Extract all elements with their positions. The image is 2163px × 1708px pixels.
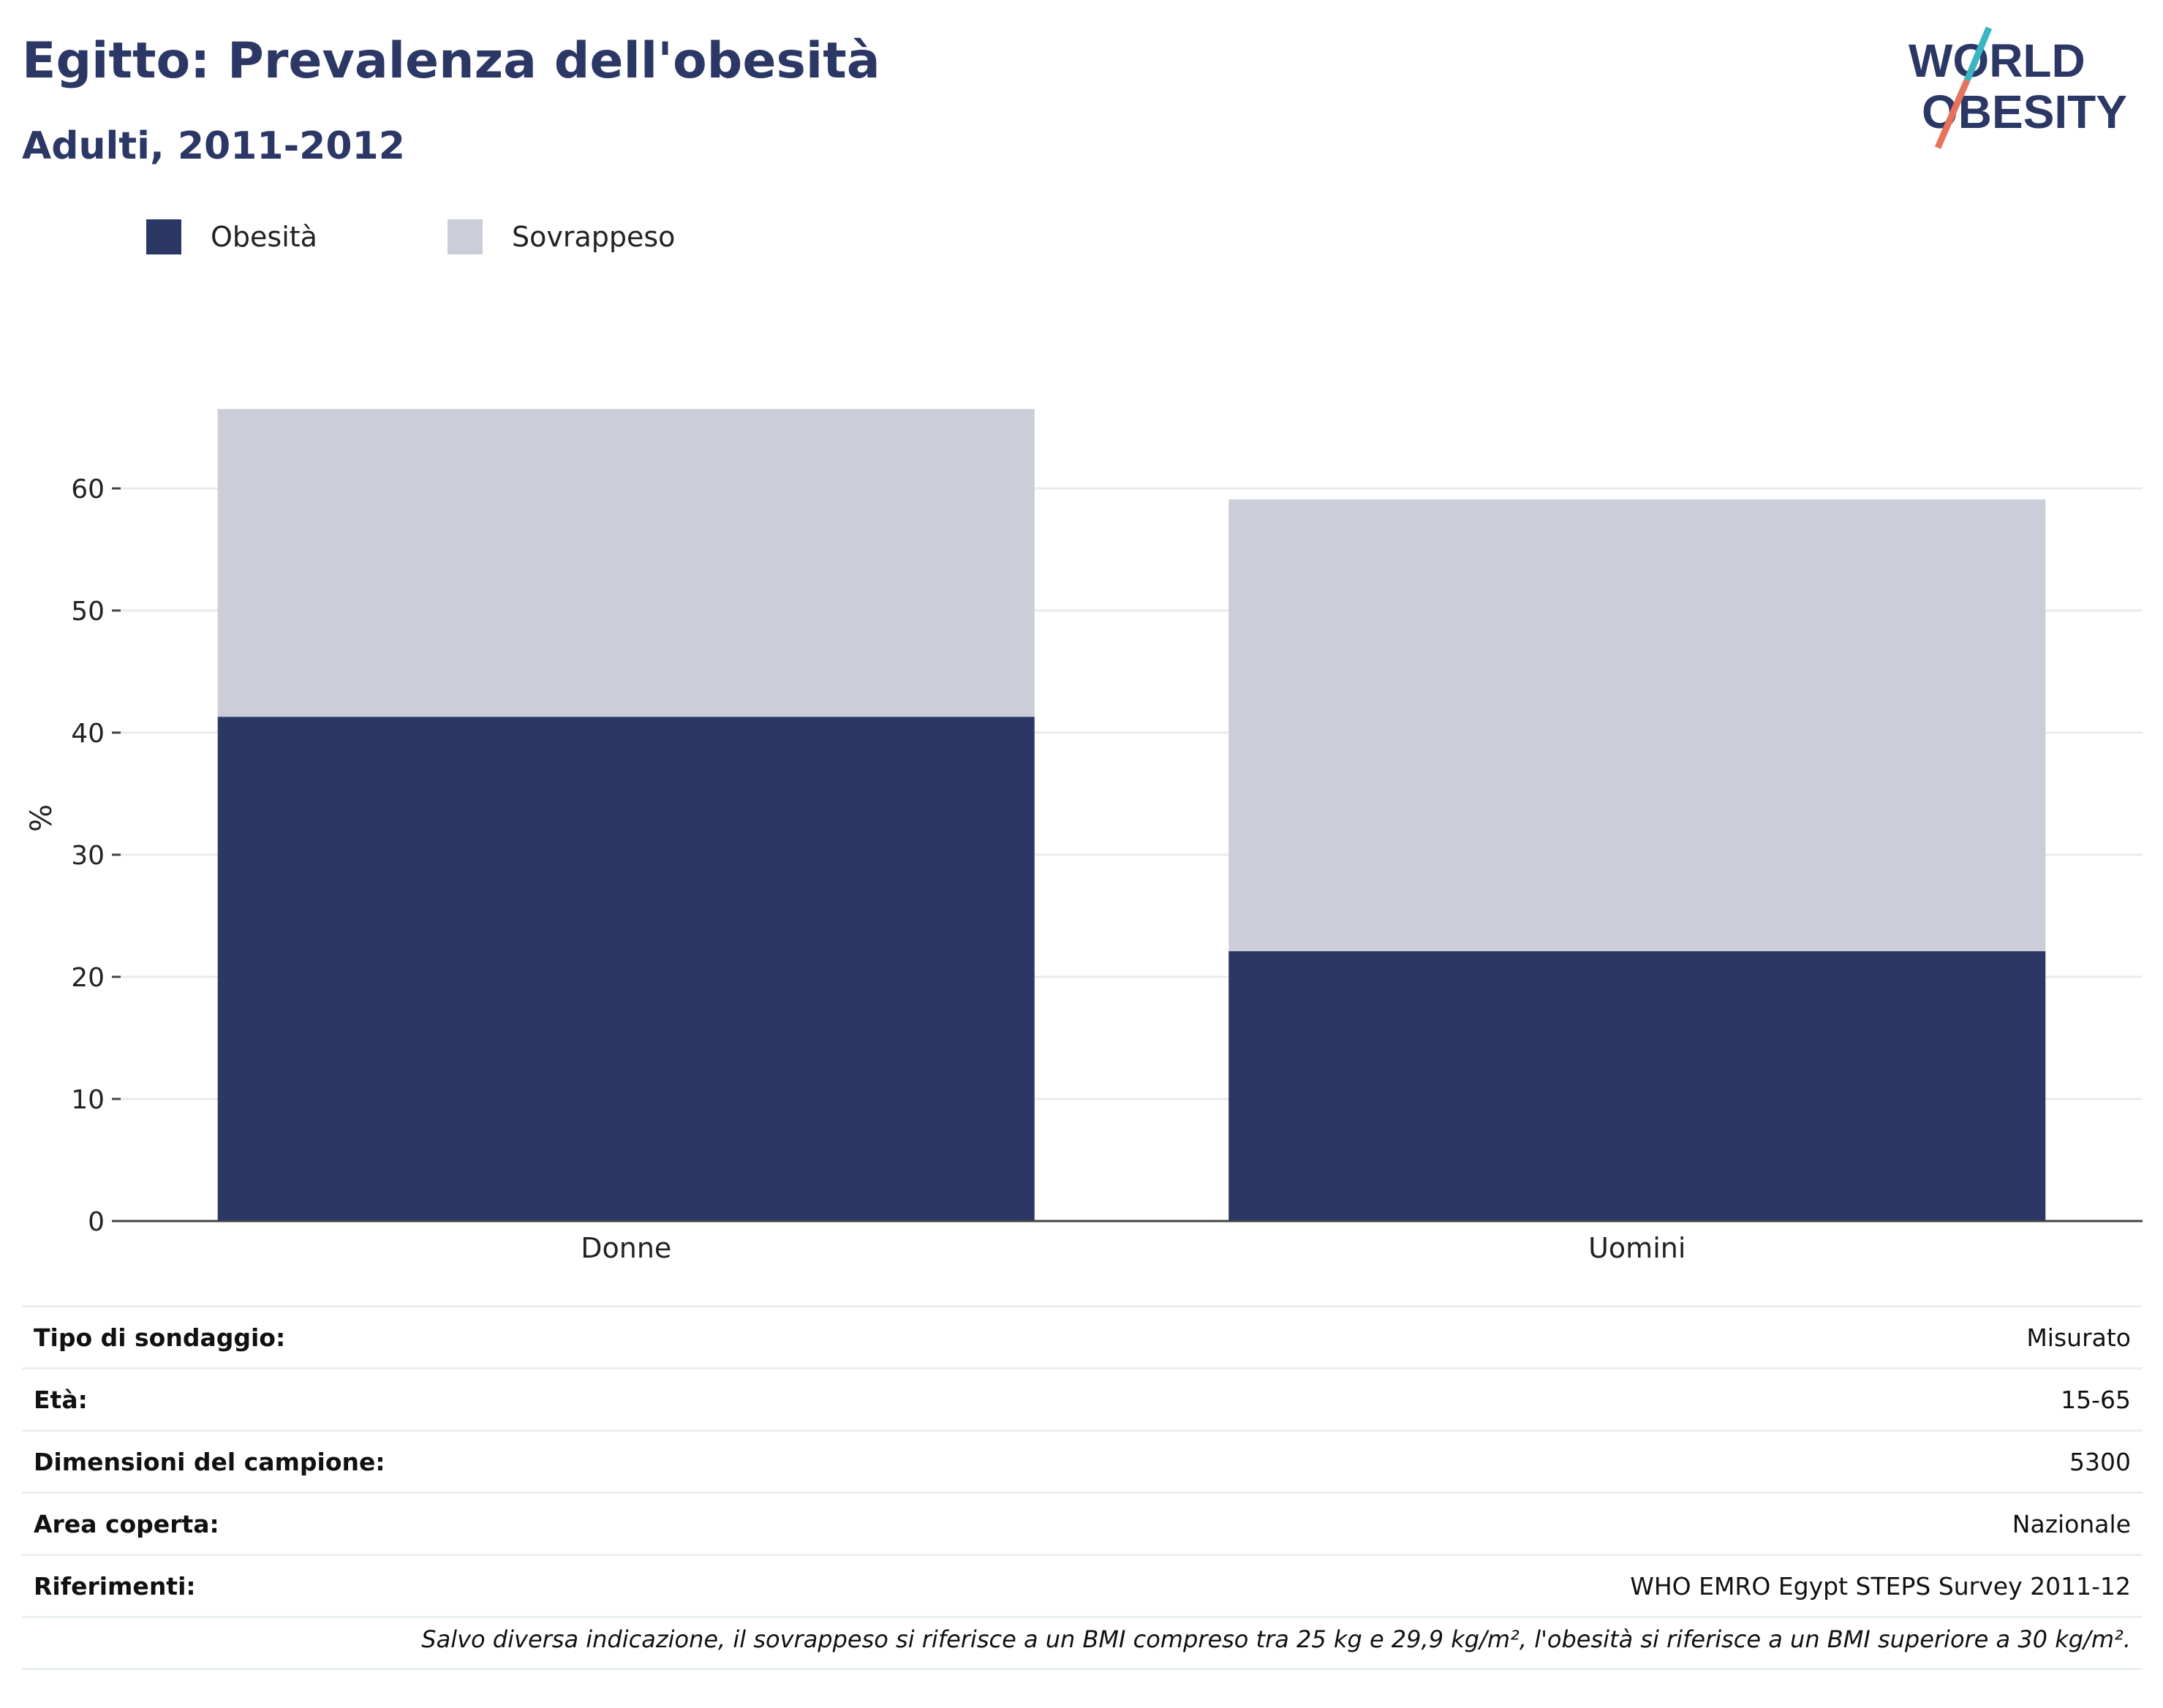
bmi-footnote: Salvo diversa indicazione, il sovrappeso…: [22, 1609, 2143, 1670]
info-value: 15-65: [906, 1367, 2143, 1431]
y-tick-label: 50: [71, 597, 105, 627]
info-row-age: Età: 15-65: [22, 1367, 2143, 1431]
x-tick-label: Donne: [581, 1232, 671, 1264]
y-tick-label: 40: [71, 719, 105, 749]
y-tick-label: 20: [71, 963, 105, 993]
legend-item-sovrappeso[interactable]: Sovrappeso: [448, 216, 675, 257]
info-value[interactable]: WHO EMRO Egypt STEPS Survey 2011-12: [906, 1554, 2143, 1618]
chart-title: Egitto: Prevalenza dell'obesità: [22, 32, 880, 90]
legend-swatch-sovrappeso: [448, 219, 483, 254]
chart-subtitle: Adulti, 2011-2012: [22, 124, 405, 168]
info-value: Misurato: [906, 1305, 2143, 1369]
y-tick-label: 10: [71, 1085, 105, 1115]
info-row-references: Riferimenti: WHO EMRO Egypt STEPS Survey…: [22, 1554, 2143, 1618]
bar-chart: 0 10 20 30 40 50 60% Donne Uomini: [25, 409, 2143, 1264]
info-value: Nazionale: [906, 1492, 2143, 1555]
info-label: Area coperta:: [22, 1492, 907, 1555]
logo-slash-top: [1963, 26, 1993, 82]
survey-info-table: Tipo di sondaggio: Misurato Età: 15-65 D…: [22, 1305, 2143, 1618]
bar-uomini-sovrappeso: [1228, 499, 2046, 951]
x-tick-label: Uomini: [1588, 1232, 1686, 1264]
y-tick-label: 60: [71, 475, 105, 505]
bar-donne-obesit: [217, 717, 1035, 1221]
bar-donne-sovrappeso: [217, 409, 1035, 717]
legend-label-obesita: Obesità: [211, 221, 317, 253]
y-tick-label: 30: [71, 841, 105, 871]
legend-label-sovrappeso: Sovrappeso: [512, 221, 676, 253]
logo-slash-bottom: [1934, 79, 1971, 149]
info-row-sample-size: Dimensioni del campione: 5300: [22, 1429, 2143, 1493]
info-label: Età:: [22, 1367, 907, 1431]
legend-swatch-obesita: [146, 219, 181, 254]
bar-uomini-obesit: [1228, 951, 2046, 1221]
info-label: Riferimenti:: [22, 1554, 907, 1618]
info-row-survey-type: Tipo di sondaggio: Misurato: [22, 1305, 2143, 1369]
world-obesity-logo: WORLD OBESITY: [1909, 26, 2127, 149]
y-axis-label: %: [25, 804, 58, 832]
legend-item-obesita[interactable]: Obesità: [146, 216, 317, 257]
info-label: Tipo di sondaggio:: [22, 1305, 907, 1369]
y-tick-label: 0: [88, 1207, 105, 1237]
logo-word-world: WORLD: [1909, 34, 2085, 87]
info-row-area: Area coperta: Nazionale: [22, 1492, 2143, 1555]
info-value: 5300: [906, 1429, 2143, 1493]
info-label: Dimensioni del campione:: [22, 1429, 907, 1493]
